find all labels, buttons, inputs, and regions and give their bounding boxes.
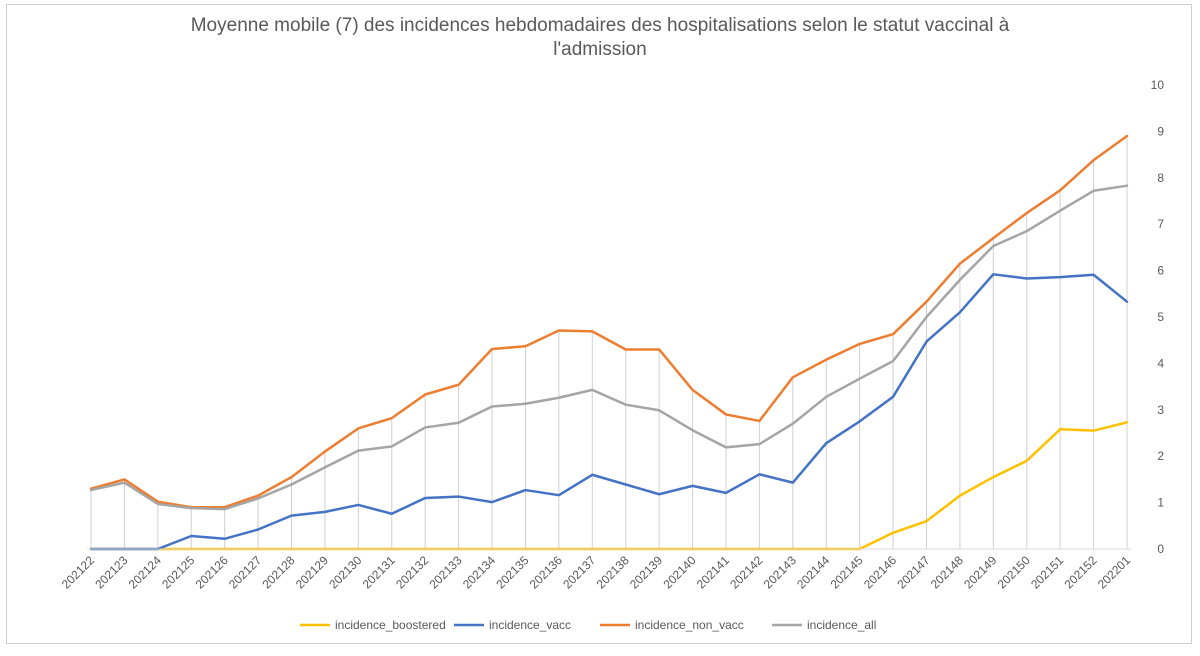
- x-tick-label: 202128: [259, 553, 297, 591]
- x-tick-label: 202201: [1095, 553, 1133, 591]
- y-tick-label: 0: [1157, 542, 1164, 556]
- x-axis-ticks: 2021222021232021242021252021262021272021…: [59, 553, 1133, 591]
- x-tick-label: 202124: [126, 553, 164, 591]
- legend-label-incidence_vacc: incidence_vacc: [489, 618, 571, 632]
- legend-label-incidence_boostered: incidence_boostered: [335, 618, 446, 632]
- x-tick-label: 202138: [594, 553, 632, 591]
- y-tick-label: 3: [1157, 403, 1164, 417]
- legend-label-incidence_non_vacc: incidence_non_vacc: [635, 618, 744, 632]
- y-tick-label: 7: [1157, 217, 1164, 231]
- series-line-incidence_vacc: [89, 273, 1129, 551]
- legend-label-incidence_all: incidence_all: [807, 618, 876, 632]
- x-tick-label: 202148: [928, 553, 966, 591]
- series-line-incidence_all: [89, 184, 1129, 511]
- x-tick-label: 202139: [627, 553, 665, 591]
- x-tick-label: 202135: [493, 553, 531, 591]
- x-tick-label: 202147: [894, 553, 932, 591]
- series-line-incidence_non_vacc: [89, 134, 1129, 509]
- x-tick-label: 202142: [727, 553, 765, 591]
- series-line-incidence_boostered: [89, 421, 1129, 551]
- x-tick-label: 202133: [427, 553, 465, 591]
- x-tick-label: 202122: [59, 553, 97, 591]
- x-tick-label: 202127: [226, 553, 264, 591]
- x-tick-label: 202144: [794, 553, 832, 591]
- x-tick-label: 202129: [293, 553, 331, 591]
- x-tick-label: 202130: [326, 553, 364, 591]
- y-tick-label: 8: [1157, 171, 1164, 185]
- x-tick-label: 202134: [460, 553, 498, 591]
- cropped-caption-strip: [0, 646, 1200, 656]
- y-tick-label: 2: [1157, 449, 1164, 463]
- x-tick-label: 202151: [1028, 553, 1066, 591]
- x-tick-label: 202146: [861, 553, 899, 591]
- x-tick-label: 202131: [360, 553, 398, 591]
- series-group: [89, 134, 1129, 551]
- x-tick-label: 202123: [92, 553, 130, 591]
- x-tick-label: 202145: [828, 553, 866, 591]
- x-tick-label: 202137: [560, 553, 598, 591]
- y-tick-label: 1: [1157, 496, 1164, 510]
- chart-title: Moyenne mobile (7) des incidences hebdom…: [190, 15, 1010, 60]
- x-tick-label: 202149: [961, 553, 999, 591]
- x-tick-label: 202141: [694, 553, 732, 591]
- y-axis-ticks: 0 1 2 3 4 5 6 7 8 9 10: [1151, 78, 1165, 556]
- y-tick-label: 6: [1157, 264, 1164, 278]
- x-tick-label: 202143: [761, 553, 799, 591]
- y-tick-label: 9: [1157, 124, 1164, 138]
- legend: incidence_boostered incidence_vacc inciden…: [300, 618, 876, 632]
- x-tick-label: 202126: [193, 553, 231, 591]
- x-tick-label: 202136: [527, 553, 565, 591]
- y-tick-label: 5: [1157, 310, 1164, 324]
- y-tick-label: 4: [1157, 356, 1164, 370]
- y-tick-label: 10: [1151, 78, 1165, 92]
- x-tick-label: 202132: [393, 553, 431, 591]
- x-tick-label: 202140: [660, 553, 698, 591]
- droplines-group: [90, 136, 1128, 549]
- x-tick-label: 202125: [159, 553, 197, 591]
- x-tick-label: 202152: [1061, 553, 1099, 591]
- x-tick-label: 202150: [995, 553, 1033, 591]
